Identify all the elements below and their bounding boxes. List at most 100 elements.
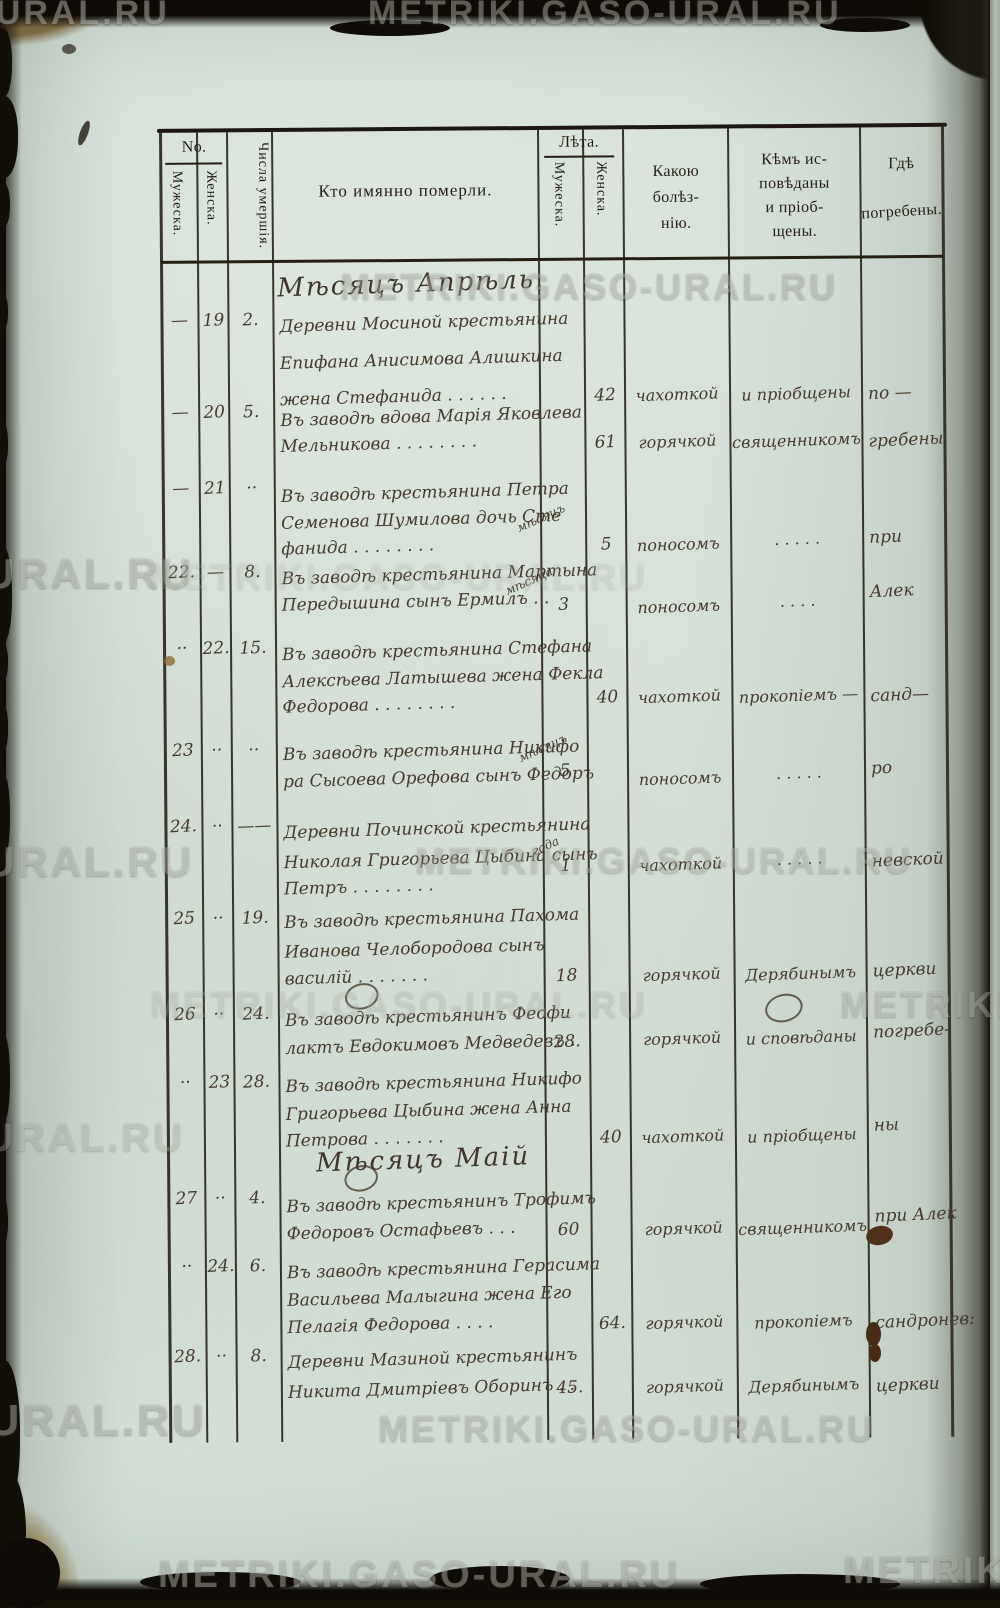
row-who-line: Федорова . . . . . . . . <box>282 692 456 718</box>
row-illness: чахоткой <box>637 685 722 708</box>
row-age-male: 45. <box>555 1377 584 1399</box>
row-death-date: 8. <box>250 1345 268 1367</box>
torn-edge-piece <box>140 1572 300 1592</box>
row-no-male: 28. <box>173 1346 202 1368</box>
row-no-male: 27 <box>175 1188 198 1210</box>
row-age-female: 5 <box>600 534 613 555</box>
row-who-line: Алексѣева Латышева жена Фекла <box>282 663 604 693</box>
torn-edge-piece <box>0 700 8 756</box>
row-no-male: — <box>171 478 190 500</box>
row-no-female: ·· <box>211 740 223 761</box>
header-illness: Какою болѣз- нію. <box>623 158 729 237</box>
row-who-line: Въ заводѣ крестьянинъ Трофимъ <box>286 1188 597 1218</box>
torn-edge-piece <box>0 1196 8 1246</box>
torn-edge-piece <box>0 546 12 644</box>
row-buried: санд— <box>870 683 930 707</box>
row-age-female: 40 <box>596 686 619 708</box>
pen-flourish <box>762 989 806 1027</box>
row-confessed: и сповѣданы <box>745 1026 857 1049</box>
row-who-line: Никита Дмитріевъ Оборинъ . . <box>287 1374 576 1403</box>
header-illness-line: нію. <box>660 214 692 232</box>
row-age-male: 5 <box>559 760 571 781</box>
watermark-text: METRIKI.GASO-URAL.RU <box>415 840 913 881</box>
row-confessed: · · · · <box>779 595 816 616</box>
watermark-text: METRIKI.GASO-URAL.RU <box>150 556 648 597</box>
row-death-date: 15. <box>239 637 267 659</box>
row-no-male: 25 <box>172 908 196 930</box>
row-buried: Алек <box>869 580 914 603</box>
torn-edge-piece <box>0 1032 10 1124</box>
row-confessed: и пріобщены <box>741 382 852 405</box>
row-death-date: 28. <box>242 1071 271 1093</box>
row-who-line: Въ заводѣ крестьянина Пахома <box>283 904 580 934</box>
register-table: No. Мужеска. Женска. Числа умершія. Кто … <box>156 122 975 1449</box>
row-no-male: 24. <box>169 816 198 838</box>
row-illness: поносомъ <box>638 767 722 790</box>
torn-edge-piece <box>0 28 12 98</box>
row-confessed: прокопіемъ — <box>738 683 859 707</box>
row-illness: горячкой <box>642 963 721 986</box>
row-age-male: 60 <box>557 1219 580 1241</box>
header-confessed-line: щены. <box>772 222 818 241</box>
torn-edge-piece <box>430 1566 570 1592</box>
row-confessed: · · · · · <box>774 533 821 554</box>
watermark-text: METRIKI.GASO-URAL.RU <box>340 266 838 307</box>
watermark-text: URAL.RU <box>0 1116 185 1160</box>
row-no-female: 19 <box>202 310 225 331</box>
row-who-line: Въ заводѣ крестьянина Герасима <box>286 1254 601 1284</box>
row-age-male: 28. <box>553 1031 582 1053</box>
row-who-line: Мельникова . . . . . . . . <box>280 431 478 458</box>
row-death-date: ·· <box>245 477 258 499</box>
row-who-line: ра Сысоева Орефова сынъ Федоръ <box>282 763 595 793</box>
row-no-female: 23 <box>208 1072 231 1093</box>
row-no-female: 24. <box>206 1255 235 1278</box>
row-who-line: Пелагія Федорова . . . . <box>287 1312 494 1339</box>
row-no-male: 23 <box>171 740 195 762</box>
row-death-date: 2. <box>241 309 260 331</box>
torn-edge-piece <box>0 96 18 178</box>
header-age: Лѣта. <box>559 133 600 151</box>
row-confessed: · · · · · <box>775 767 823 788</box>
row-no-male: — <box>170 310 189 332</box>
row-death-date: 19. <box>241 907 270 929</box>
row-confessed: и пріобщены <box>746 1124 857 1147</box>
row-no-female: ·· <box>214 1188 227 1209</box>
watermark-text: METRIKI.GASO-URAL.RU <box>378 1408 876 1449</box>
watermark-text: O-URAL.RU <box>0 0 170 32</box>
row-illness: горячкой <box>642 1027 722 1050</box>
row-who-line: Въ заводѣ крестьянина Никифо <box>285 1068 583 1098</box>
header-no-underline <box>165 162 223 165</box>
row-illness: горячкой <box>645 1375 725 1398</box>
row-who-line: Въ заводѣ крестьянина Стефана <box>281 636 593 666</box>
paper-stain <box>164 656 175 666</box>
table-column-line <box>581 129 595 1440</box>
row-death-date: ·· <box>248 739 260 761</box>
header-no-male: Мужеска. <box>169 170 185 237</box>
row-illness: поносомъ <box>636 533 720 556</box>
row-illness: горячкой <box>644 1217 723 1240</box>
page-curve-shadow <box>926 0 988 1600</box>
header-no-female: Женска. <box>203 170 219 226</box>
row-no-female: ·· <box>215 1346 228 1367</box>
row-who-line: Деревни Мосиной крестьянина <box>279 308 569 338</box>
table-column-line <box>726 128 740 1439</box>
header-confessed-line: Кѣмъ ис- <box>761 150 828 169</box>
torn-edge-piece <box>330 20 450 36</box>
row-no-male: ·· <box>179 1072 192 1093</box>
header-no: No. <box>181 138 207 156</box>
row-illness: чахоткой <box>635 383 719 406</box>
watermark-text: METRIKI.GASO-URAL.RU <box>368 0 842 32</box>
row-who-line: Петръ . . . . . . . . <box>283 875 434 900</box>
table-column-line <box>621 129 635 1440</box>
header-who-died: Кто имянно померли. <box>318 180 493 201</box>
watermark-text: METRIKI.GASO-URAL.RU <box>150 984 648 1025</box>
row-death-date: 6. <box>249 1255 267 1277</box>
torn-edge-piece <box>820 18 910 32</box>
row-who-line: Васильева Малыгина жена Его <box>286 1282 572 1311</box>
row-who-line: Въ заводѣ крестьянина Петра <box>280 478 570 507</box>
row-buried: ро <box>870 757 893 779</box>
row-buried: при <box>868 526 903 548</box>
row-buried: ны <box>873 1114 900 1136</box>
row-who-line: Федоровъ Остафьевъ . . . <box>286 1217 516 1245</box>
row-who-line: Григорьева Цыбина жена Анна <box>285 1096 572 1125</box>
